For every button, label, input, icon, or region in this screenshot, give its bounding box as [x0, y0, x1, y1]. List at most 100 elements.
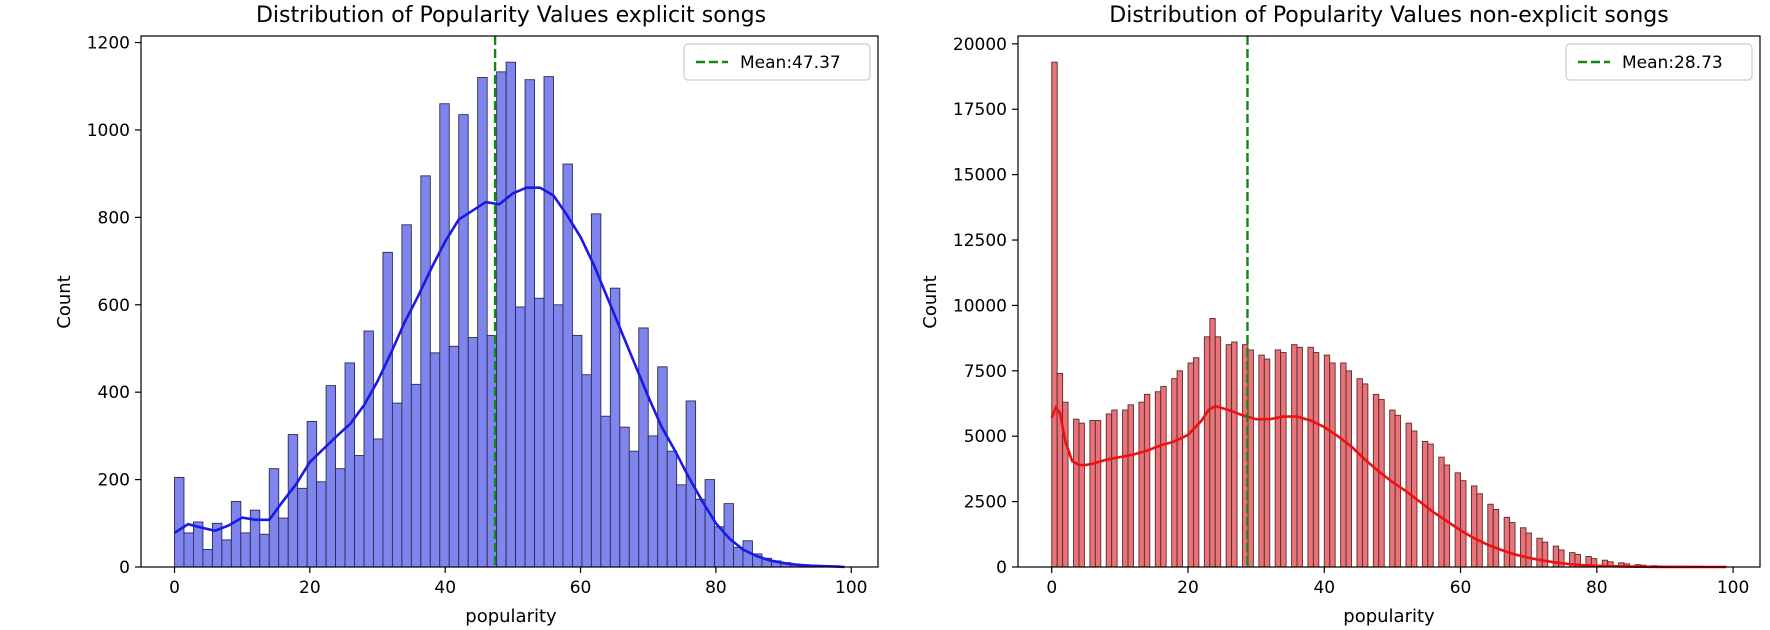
non-explicit-bar [1536, 537, 1543, 568]
explicit-bar [439, 103, 450, 568]
explicit-bar [344, 362, 355, 568]
non-explicit-bar [1089, 420, 1096, 568]
explicit-histogram-panel: Distribution of Popularity Values explic… [54, 3, 879, 627]
explicit-bar [590, 213, 602, 568]
explicit-bar [666, 450, 678, 568]
explicit-bar [609, 287, 621, 568]
explicit-y-tick-label: 600 [98, 296, 130, 316]
explicit-bar [221, 539, 232, 568]
explicit-bar [496, 71, 507, 568]
non-explicit-x-tick-label: 80 [1586, 578, 1608, 598]
non-explicit-bar [1160, 386, 1167, 568]
explicit-bar [429, 352, 441, 568]
explicit-bar [619, 426, 630, 568]
explicit-plot-frame [140, 35, 879, 568]
non-explicit-y-tick-label: 15000 [953, 166, 1007, 186]
non-explicit-y-tick-label: 5000 [964, 427, 1007, 447]
non-explicit-bar [1111, 409, 1118, 568]
non-explicit-bar [1487, 503, 1494, 568]
explicit-y-tick-label: 800 [98, 208, 130, 228]
non-explicit-bar [1056, 372, 1064, 568]
non-explicit-bar [1520, 527, 1527, 568]
non-explicit-bar [1361, 383, 1369, 568]
non-explicit-bar [1209, 318, 1216, 568]
non-explicit-bar [1247, 349, 1254, 568]
explicit-bar [316, 481, 327, 568]
non-explicit-bar [1476, 493, 1483, 568]
explicit-bar [600, 415, 611, 568]
non-explicit-bar [1340, 362, 1347, 568]
non-explicit-bar [1291, 344, 1298, 568]
non-explicit-bars [1051, 61, 1729, 568]
explicit-bar [259, 533, 270, 568]
explicit-bar [183, 532, 194, 568]
non-explicit-bar [1203, 336, 1211, 568]
non-explicit-bar [1263, 358, 1271, 568]
explicit-bar [448, 345, 460, 568]
non-explicit-legend-label: Mean:28.73 [1622, 53, 1723, 73]
explicit-y-tick-label: 0 [119, 558, 130, 578]
non-explicit-bar [1258, 354, 1265, 568]
explicit-x-tick-label: 60 [570, 578, 592, 598]
non-explicit-x-tick-label: 20 [1177, 578, 1199, 598]
explicit-bar [306, 421, 318, 568]
non-explicit-bar [1176, 370, 1183, 568]
explicit-chart-title: Distribution of Popularity Values explic… [256, 3, 766, 28]
explicit-legend-label: Mean:47.37 [740, 53, 841, 73]
non-explicit-legend-box [1565, 43, 1753, 81]
non-explicit-x-tick-label: 40 [1313, 578, 1335, 598]
explicit-bar [628, 450, 640, 568]
non-explicit-x-tick-label: 100 [1717, 578, 1749, 598]
non-explicit-bar [1138, 401, 1145, 568]
explicit-y-tick-label: 400 [98, 383, 130, 403]
explicit-bar [174, 476, 185, 568]
explicit-bar [202, 549, 213, 568]
explicit-bar [335, 468, 346, 568]
explicit-bar [467, 337, 479, 568]
non-explicit-bar [1171, 378, 1178, 568]
non-explicit-bar [1307, 346, 1314, 568]
explicit-bar [515, 306, 526, 568]
non-explicit-kde-curve [1050, 404, 1727, 569]
explicit-x-tick-label: 100 [835, 578, 867, 598]
explicit-y-axis-label: Count [54, 275, 75, 328]
explicit-x-ticks: 0 20 40 60 80 100 [169, 567, 867, 598]
explicit-x-tick-label: 80 [705, 578, 727, 598]
non-explicit-bar [1470, 485, 1478, 568]
explicit-x-tick-label: 0 [169, 578, 180, 598]
explicit-y-tick-label: 1200 [87, 34, 130, 54]
explicit-bar [524, 79, 535, 568]
explicit-bar [571, 334, 583, 568]
non-explicit-bar [1274, 349, 1282, 568]
explicit-legend: Mean:47.37 [683, 43, 871, 81]
non-explicit-bar [1214, 336, 1222, 568]
non-explicit-histogram-panel: Distribution of Popularity Values non-ex… [920, 3, 1761, 627]
explicit-bar [638, 327, 649, 568]
non-explicit-bar [1427, 443, 1434, 568]
non-explicit-legend: Mean:28.73 [1565, 43, 1753, 81]
non-explicit-bar [1231, 341, 1238, 568]
explicit-bar [410, 383, 422, 568]
non-explicit-bar [1127, 404, 1134, 568]
non-explicit-bar [1280, 352, 1287, 568]
explicit-x-tick-label: 40 [434, 578, 456, 598]
non-explicit-bar [1443, 464, 1451, 568]
explicit-y-tick-label: 200 [98, 471, 130, 491]
explicit-bar [685, 400, 697, 568]
non-explicit-bar [1154, 391, 1162, 568]
non-explicit-y-axis-label: Count [920, 275, 941, 328]
non-explicit-bar [1329, 362, 1336, 568]
explicit-bar [553, 304, 564, 568]
non-explicit-bar [1541, 541, 1549, 568]
explicit-legend-box [683, 43, 871, 81]
non-explicit-x-tick-label: 60 [1450, 578, 1472, 598]
non-explicit-bar [1356, 378, 1363, 568]
explicit-kde-curve [173, 186, 845, 569]
non-explicit-y-tick-label: 0 [996, 558, 1007, 578]
non-explicit-bar [1296, 346, 1303, 568]
non-explicit-bar [1460, 480, 1467, 568]
non-explicit-bar [1323, 354, 1331, 568]
non-explicit-y-tick-label: 7500 [964, 362, 1007, 382]
non-explicit-bar [1509, 522, 1516, 568]
explicit-bar [733, 546, 744, 568]
